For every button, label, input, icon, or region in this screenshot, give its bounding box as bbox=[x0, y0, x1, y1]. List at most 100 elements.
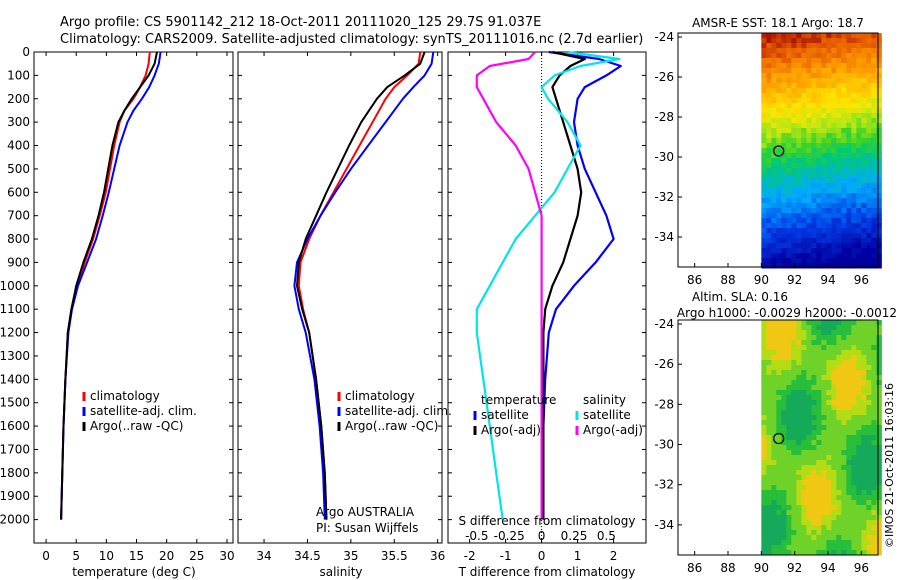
lat-tick-label: -26 bbox=[654, 70, 674, 84]
map-cell bbox=[846, 178, 852, 184]
map-cell bbox=[766, 98, 772, 104]
map-cell bbox=[836, 380, 842, 386]
map-cell bbox=[801, 520, 807, 526]
map-cell bbox=[776, 233, 782, 239]
map-cell bbox=[786, 545, 792, 551]
map-cell bbox=[851, 53, 857, 59]
map-cell bbox=[811, 193, 817, 199]
map-cell bbox=[786, 253, 792, 259]
map-cell bbox=[766, 58, 772, 64]
map-cell bbox=[876, 335, 882, 341]
map-cell bbox=[806, 88, 812, 94]
map-cell bbox=[871, 415, 877, 421]
map-cell bbox=[826, 445, 832, 451]
map-cell bbox=[816, 223, 822, 229]
map-cell bbox=[831, 440, 837, 446]
map-cell bbox=[816, 355, 822, 361]
map-cell bbox=[861, 88, 867, 94]
map-cell bbox=[831, 525, 837, 531]
map-cell bbox=[866, 470, 872, 476]
map-cell bbox=[811, 375, 817, 381]
map-cell bbox=[876, 350, 882, 356]
map-cell bbox=[856, 103, 862, 109]
map-cell bbox=[846, 258, 852, 264]
map-cell bbox=[801, 350, 807, 356]
map-cell bbox=[786, 340, 792, 346]
map-cell bbox=[836, 63, 842, 69]
map-cell bbox=[831, 173, 837, 179]
map-cell bbox=[871, 495, 877, 501]
map-cell bbox=[806, 385, 812, 391]
map-cell bbox=[851, 455, 857, 461]
map-cell bbox=[861, 420, 867, 426]
map-cell bbox=[811, 38, 817, 44]
map-cell bbox=[786, 98, 792, 104]
map-cell bbox=[801, 183, 807, 189]
map-cell bbox=[851, 535, 857, 541]
map-cell bbox=[786, 33, 792, 39]
map-cell bbox=[821, 128, 827, 134]
map-cell bbox=[796, 450, 802, 456]
map-cell bbox=[871, 450, 877, 456]
map-cell bbox=[796, 480, 802, 486]
map-cell bbox=[876, 213, 882, 219]
map-cell bbox=[876, 208, 882, 214]
map-cell bbox=[761, 158, 767, 164]
map-cell bbox=[771, 233, 777, 239]
map-cell bbox=[861, 460, 867, 466]
map-cell bbox=[816, 208, 822, 214]
legend-label: satellite-adj. clim. bbox=[90, 404, 197, 418]
x-tick-label: 0 bbox=[538, 549, 546, 563]
map-cell bbox=[806, 440, 812, 446]
map-cell bbox=[866, 198, 872, 204]
map-cell bbox=[781, 113, 787, 119]
map-cell bbox=[771, 545, 777, 551]
map-cell bbox=[816, 460, 822, 466]
map-cell bbox=[856, 545, 862, 551]
map-cell bbox=[776, 68, 782, 74]
map-cell bbox=[776, 400, 782, 406]
map-cell bbox=[801, 263, 807, 269]
map-cell bbox=[771, 243, 777, 249]
map-cell bbox=[791, 253, 797, 259]
map-cell bbox=[761, 233, 767, 239]
map-cell bbox=[861, 53, 867, 59]
map-cell bbox=[816, 430, 822, 436]
map-cell bbox=[801, 253, 807, 259]
map-cell bbox=[826, 405, 832, 411]
map-cell bbox=[811, 490, 817, 496]
map-cell bbox=[826, 178, 832, 184]
map-cell bbox=[811, 143, 817, 149]
map-cell bbox=[851, 188, 857, 194]
map-cell bbox=[866, 123, 872, 129]
map-cell bbox=[836, 375, 842, 381]
map-cell bbox=[821, 550, 827, 556]
map-cell bbox=[846, 238, 852, 244]
map-cell bbox=[776, 320, 782, 326]
map-cell bbox=[816, 48, 822, 54]
map-cell bbox=[791, 510, 797, 516]
map-cell bbox=[836, 365, 842, 371]
map-cell bbox=[846, 435, 852, 441]
map-cell bbox=[791, 530, 797, 536]
map-cell bbox=[806, 405, 812, 411]
map-cell bbox=[851, 223, 857, 229]
map-cell bbox=[851, 520, 857, 526]
map-cell bbox=[771, 213, 777, 219]
map-cell bbox=[831, 550, 837, 556]
map-cell bbox=[771, 193, 777, 199]
map-cell bbox=[816, 73, 822, 79]
map-cell bbox=[851, 38, 857, 44]
map-cell bbox=[786, 515, 792, 521]
map-cell bbox=[821, 330, 827, 336]
map-cell bbox=[826, 73, 832, 79]
map-cell bbox=[791, 138, 797, 144]
map-cell bbox=[776, 228, 782, 234]
map-cell bbox=[781, 535, 787, 541]
map-cell bbox=[801, 193, 807, 199]
map-cell bbox=[821, 228, 827, 234]
map-cell bbox=[801, 83, 807, 89]
map-cell bbox=[766, 133, 772, 139]
map-cell bbox=[831, 330, 837, 336]
map-cell bbox=[806, 233, 812, 239]
